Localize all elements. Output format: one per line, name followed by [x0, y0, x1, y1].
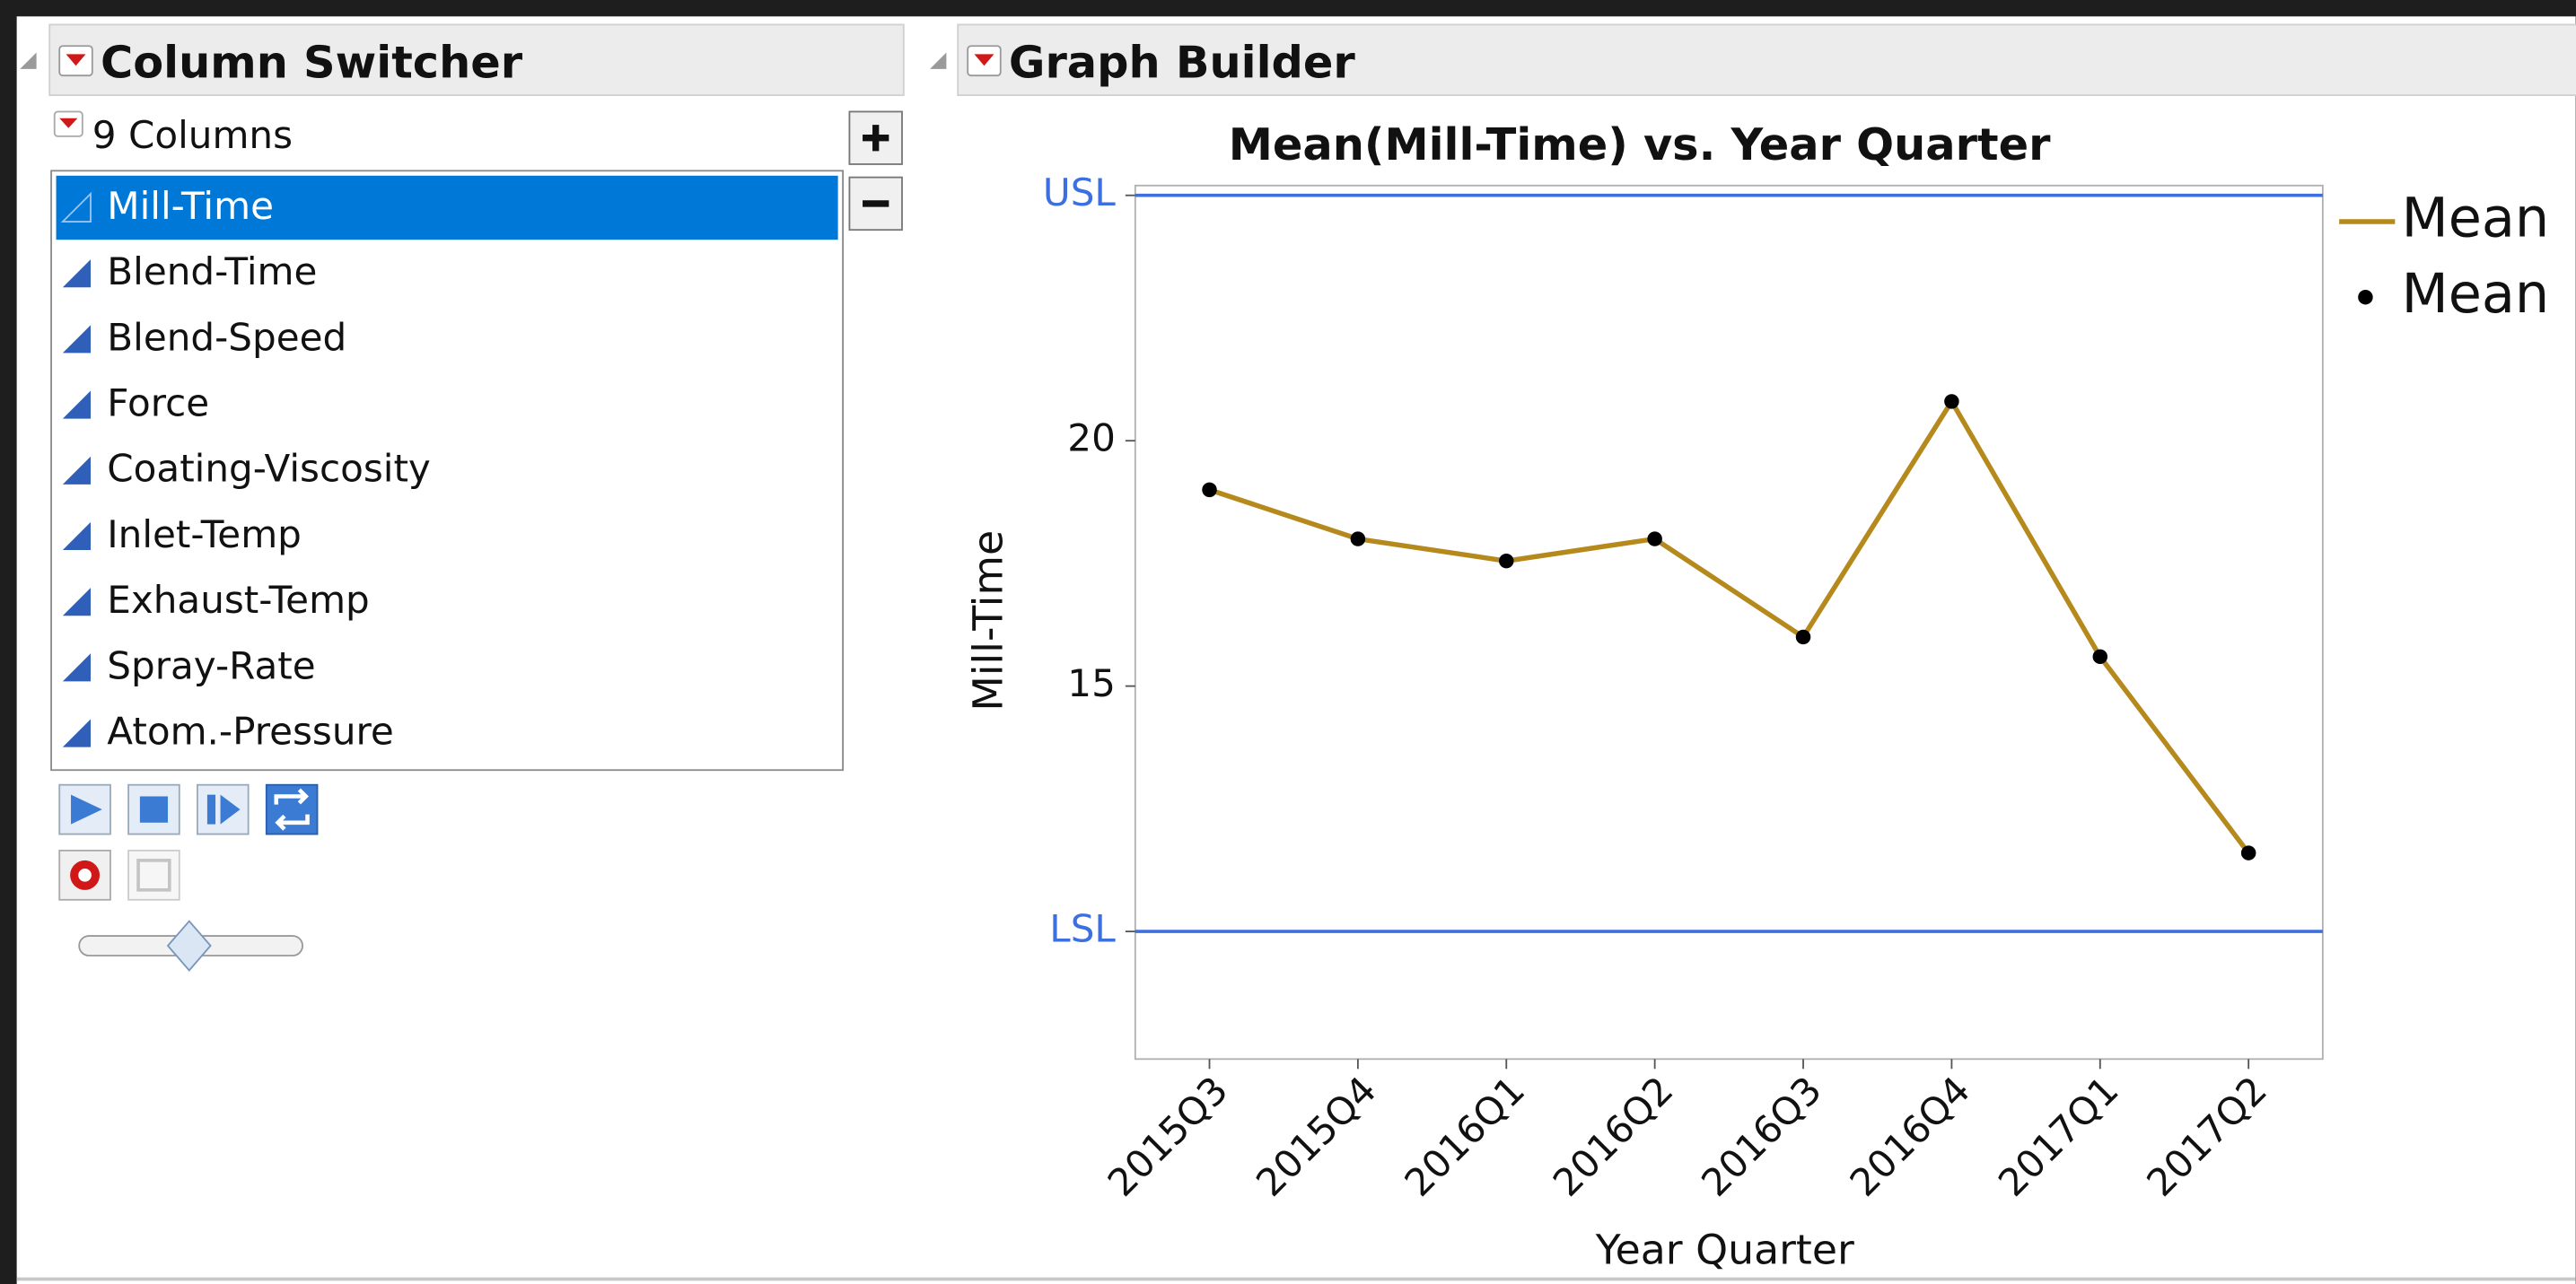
column-list-items: Mill-Time Blend-Time Blend-Speed Force Coati… — [56, 175, 838, 753]
mean-point — [1944, 394, 1959, 409]
selected-row — [56, 175, 838, 240]
column-count: 9 Columns — [92, 113, 293, 157]
legend-label: Mean — [2402, 263, 2550, 326]
mean-point — [1795, 629, 1811, 645]
y-tick-label: 20 — [1067, 416, 1116, 460]
disclosure-icon[interactable] — [20, 52, 37, 69]
y-tick-label: USL — [1043, 170, 1117, 214]
y-tick-label: 15 — [1067, 661, 1116, 705]
column-item[interactable]: Coating-Viscosity — [107, 447, 431, 491]
play-icon — [71, 794, 102, 825]
legend-swatch — [2358, 289, 2373, 305]
mean-line — [1208, 397, 2251, 855]
mean-point — [1350, 531, 1366, 546]
plot-area — [1134, 184, 2324, 1061]
chart: Mean(Mill-Time) vs. Year Quarter Mill-Tim… — [964, 118, 2549, 1274]
column-item[interactable]: Inlet-Temp — [107, 512, 302, 556]
step-icon — [206, 794, 216, 825]
mean-point — [1647, 531, 1662, 546]
column-item[interactable]: Blend-Time — [107, 249, 317, 293]
menu-icon-arrow — [59, 118, 78, 128]
column-item[interactable]: Mill-Time — [107, 184, 274, 228]
column-item[interactable]: Atom.-Pressure — [107, 709, 394, 753]
panel-title: Graph Builder — [1009, 37, 1355, 89]
y-axis-label: Mill-Time — [964, 530, 1012, 712]
menu-icon-arrow — [974, 54, 994, 66]
disclosure-icon[interactable] — [930, 52, 947, 69]
mean-point — [2092, 649, 2108, 665]
column-item[interactable]: Spray-Rate — [107, 643, 315, 687]
panel-title: Column Switcher — [101, 37, 523, 89]
slider-thumb[interactable] — [166, 920, 212, 972]
record-icon — [78, 869, 92, 882]
step-icon — [220, 794, 241, 825]
y-tick-label: LSL — [1049, 907, 1116, 951]
panel-header — [957, 23, 2576, 97]
column-item[interactable]: Force — [107, 380, 209, 424]
loop-button[interactable] — [265, 783, 319, 835]
save-button[interactable] — [127, 849, 180, 901]
legend-label: Mean — [2402, 188, 2550, 250]
menu-icon-arrow — [66, 54, 86, 66]
mean-point — [1202, 482, 1217, 498]
column-item[interactable]: Exhaust-Temp — [107, 578, 370, 622]
loop-icon — [274, 788, 310, 831]
save-icon — [136, 859, 171, 892]
panel-header — [48, 23, 905, 97]
stop-icon — [139, 796, 168, 823]
plus-icon — [863, 125, 889, 152]
chart-title: Mean(Mill-Time) vs. Year Quarter — [1229, 118, 2051, 170]
column-item[interactable]: Blend-Speed — [107, 315, 346, 359]
column-list — [50, 170, 845, 772]
x-axis-label: Year Quarter — [1595, 1227, 1854, 1274]
continuous-icon — [60, 191, 92, 223]
mean-point — [2240, 845, 2256, 860]
mean-point — [1499, 553, 1514, 569]
